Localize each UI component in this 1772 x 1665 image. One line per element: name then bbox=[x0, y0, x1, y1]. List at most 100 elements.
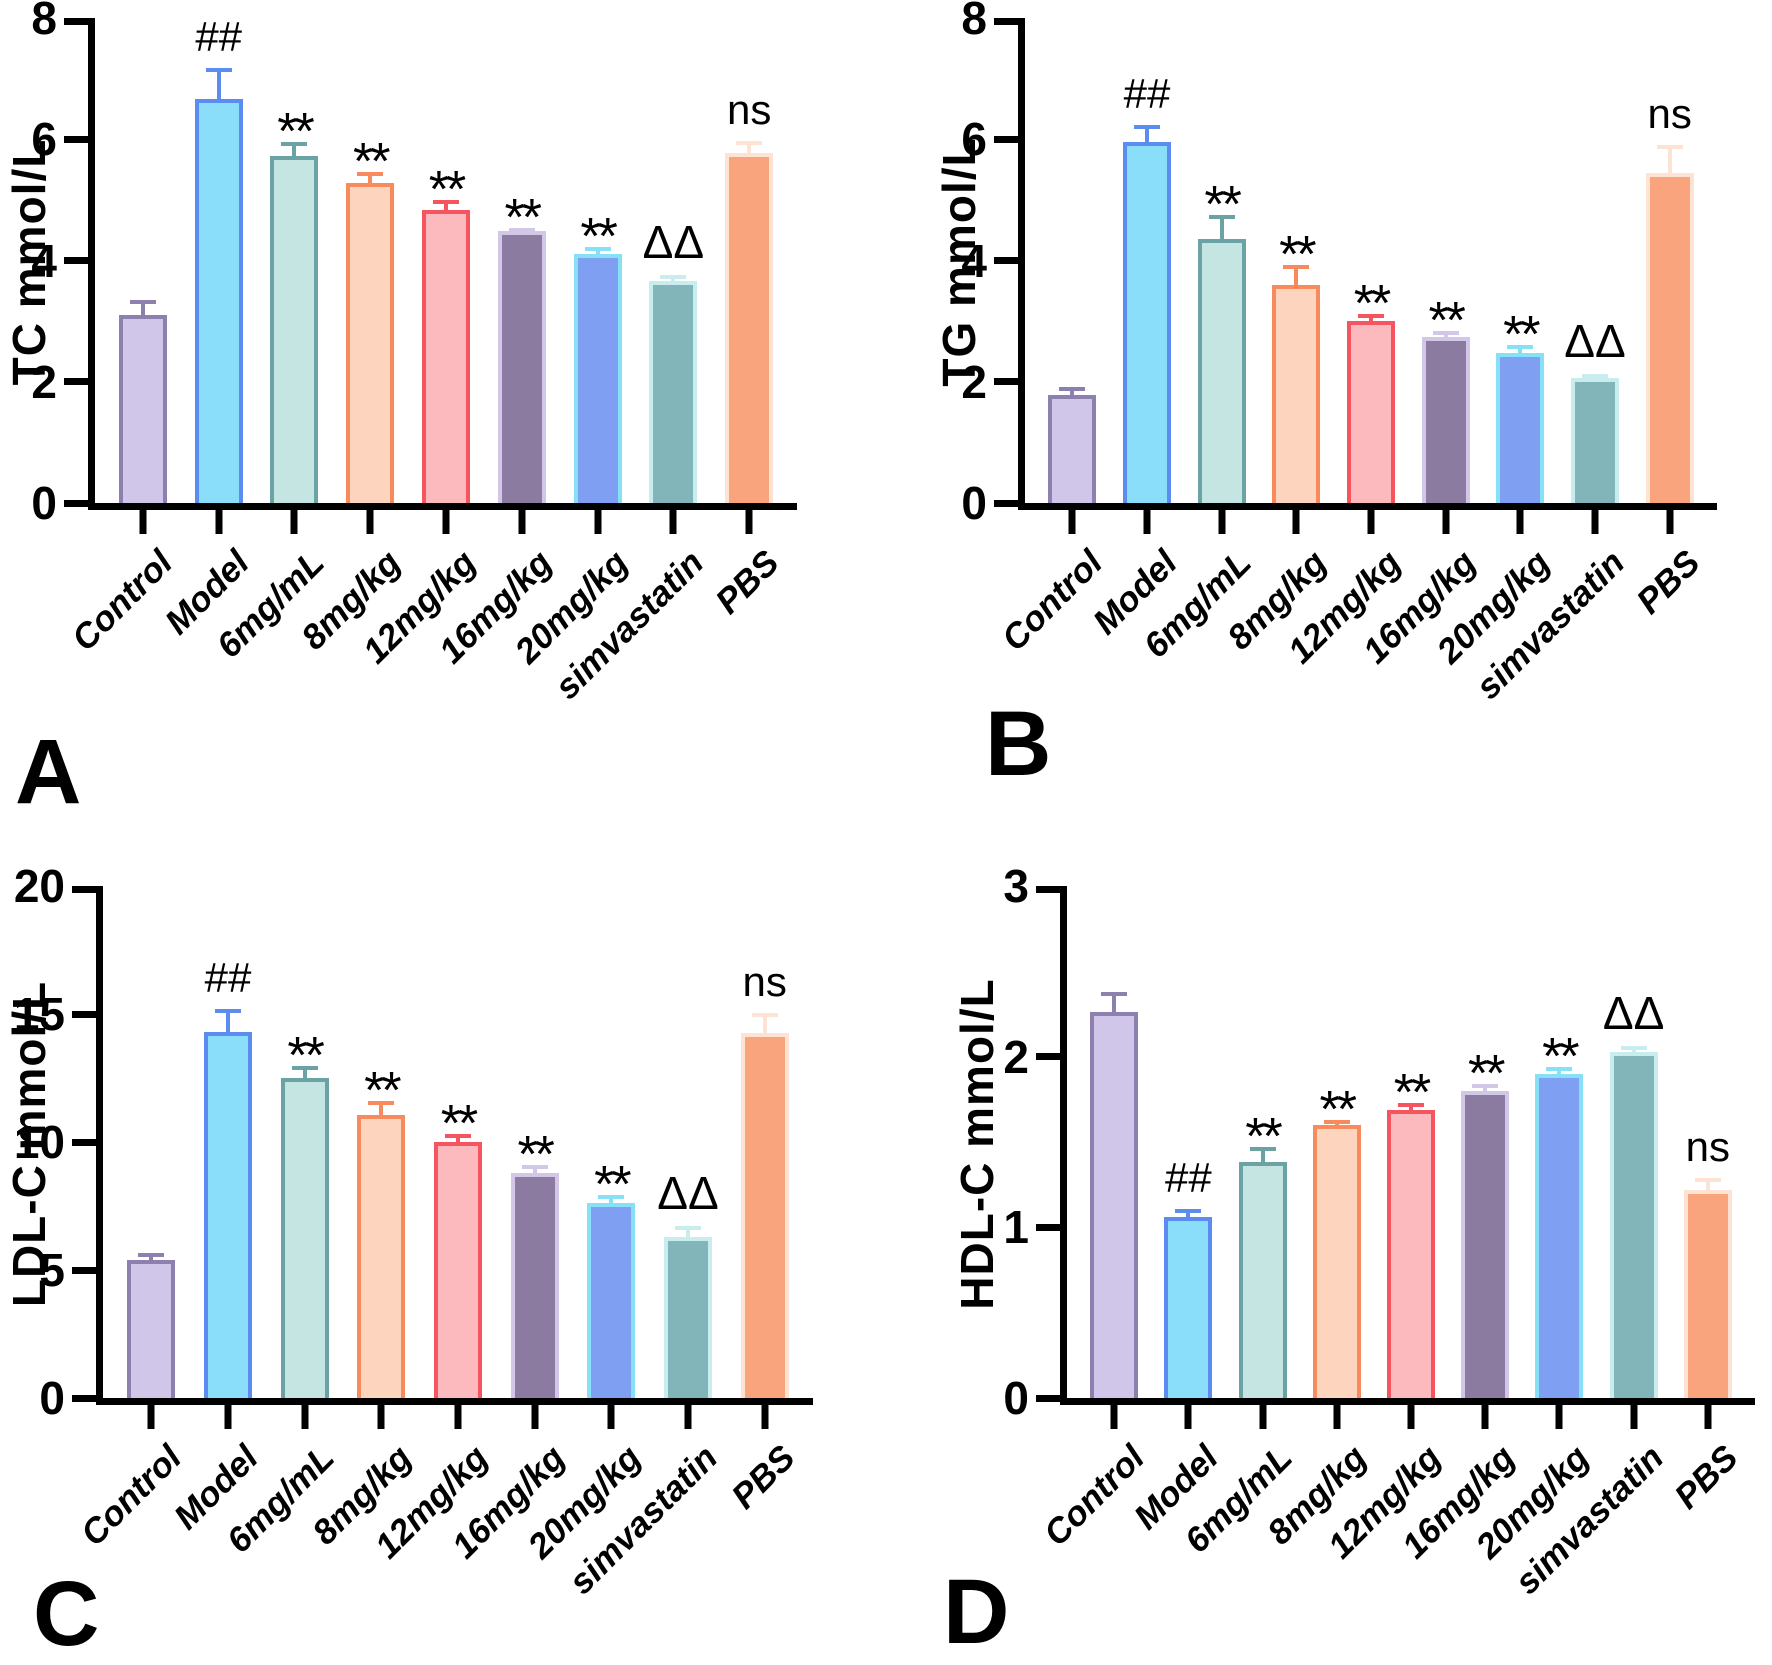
error-bar-line bbox=[1705, 1177, 1710, 1194]
error-bar-line bbox=[1070, 386, 1075, 400]
bar bbox=[573, 253, 622, 503]
y-tick bbox=[994, 257, 1018, 264]
bar bbox=[1496, 353, 1545, 503]
y-tick bbox=[994, 499, 1018, 507]
x-tick bbox=[1143, 510, 1151, 534]
x-tick bbox=[684, 1405, 692, 1429]
error-bar-cap bbox=[1546, 1066, 1573, 1071]
x-tick bbox=[377, 1405, 385, 1429]
bar bbox=[422, 210, 471, 503]
bar bbox=[1272, 284, 1321, 503]
y-tick bbox=[994, 18, 1018, 25]
x-tick bbox=[224, 1405, 232, 1429]
x-tick-label: PBS bbox=[708, 543, 787, 622]
x-tick bbox=[301, 1405, 309, 1429]
x-tick bbox=[290, 510, 298, 534]
bar-group-20mg/kg: ** 20mg/kg bbox=[521, 886, 650, 1566]
significance-annotation: ** bbox=[1353, 274, 1392, 333]
bar bbox=[1683, 1189, 1732, 1398]
panel-letter-b: B bbox=[985, 693, 1052, 795]
y-tick bbox=[64, 378, 88, 386]
panel-a: TC mmol/L 0 2 4 6 8 Control ## Model ** 6mg/mL ** 8… bbox=[0, 0, 886, 828]
error-bar-cap bbox=[736, 141, 763, 146]
bar-group-6mg/mL: ** 6mg/mL bbox=[220, 886, 343, 1560]
x-tick bbox=[518, 510, 526, 534]
error-bar-line bbox=[226, 1008, 230, 1036]
y-tick-label: 5 bbox=[39, 1244, 65, 1296]
error-bar-cap bbox=[1208, 215, 1235, 220]
bar bbox=[194, 98, 243, 503]
bar bbox=[1461, 1090, 1510, 1398]
bar bbox=[127, 1259, 176, 1398]
x-tick bbox=[1259, 1405, 1267, 1429]
error-bar-cap bbox=[1432, 330, 1459, 335]
x-tick bbox=[139, 510, 147, 534]
y-tick-label: 10 bbox=[13, 1116, 65, 1168]
x-tick bbox=[1068, 510, 1076, 534]
error-bar-cap bbox=[138, 1252, 165, 1257]
bar bbox=[204, 1031, 252, 1398]
y-tick-label: 0 bbox=[961, 477, 987, 529]
error-bar-line bbox=[1145, 124, 1149, 146]
x-tick bbox=[669, 510, 677, 534]
x-tick bbox=[745, 510, 753, 534]
error-bar-cap bbox=[675, 1226, 702, 1231]
error-bar-cap bbox=[508, 227, 535, 232]
error-bar-cap bbox=[1175, 1208, 1202, 1213]
bar bbox=[346, 182, 395, 503]
bar-group-PBS: ns PBS bbox=[1629, 18, 1707, 622]
y-tick bbox=[64, 18, 88, 25]
error-bar-cap bbox=[1249, 1147, 1276, 1152]
error-bar-line bbox=[1557, 1066, 1562, 1078]
bar bbox=[118, 315, 167, 503]
significance-annotation: ns bbox=[742, 957, 787, 1005]
x-tick bbox=[1591, 510, 1599, 534]
significance-annotation: ** bbox=[1467, 1044, 1506, 1103]
x-tick bbox=[1630, 1405, 1638, 1429]
x-tick-label: Control bbox=[1036, 1438, 1152, 1554]
y-tick bbox=[1036, 886, 1060, 893]
y-tick-label: 4 bbox=[961, 234, 987, 287]
error-bar-line bbox=[1518, 345, 1523, 358]
error-bar-cap bbox=[1507, 345, 1534, 350]
bar bbox=[587, 1203, 636, 1398]
significance-annotation: ## bbox=[1164, 1153, 1212, 1201]
error-bar-line bbox=[368, 172, 373, 187]
significance-annotation: ** bbox=[277, 103, 315, 162]
bar-group-Model: ## Model bbox=[1127, 886, 1226, 1537]
error-bar-cap bbox=[598, 1195, 625, 1199]
error-bar-line bbox=[762, 1012, 767, 1038]
error-bar-cap bbox=[1059, 386, 1086, 391]
significance-annotation: ** bbox=[1319, 1080, 1358, 1139]
bar bbox=[1535, 1073, 1584, 1398]
bar-group-Model: ## Model bbox=[167, 886, 267, 1537]
bar-group-Control: Control bbox=[1036, 886, 1152, 1554]
error-bar-line bbox=[1186, 1208, 1191, 1222]
error-bar-line bbox=[456, 1134, 461, 1146]
bar-group-8mg/kg: ** 8mg/kg bbox=[294, 18, 408, 657]
significance-annotation: ΔΔ bbox=[642, 216, 705, 269]
y-tick bbox=[994, 378, 1018, 386]
error-bar-line bbox=[216, 68, 221, 103]
bar bbox=[1197, 239, 1246, 503]
y-tick bbox=[72, 1394, 96, 1402]
significance-annotation: ** bbox=[517, 1126, 555, 1185]
bar-group-16mg/kg: ** 16mg/kg bbox=[1395, 886, 1523, 1566]
significance-annotation: ns bbox=[1647, 90, 1692, 138]
bar bbox=[1048, 395, 1097, 503]
error-bar-cap bbox=[1472, 1083, 1499, 1088]
significance-annotation: ** bbox=[1393, 1063, 1432, 1122]
plot-area-b: 0 2 4 6 8 Control ## Model ** 6mg/mL ** 8mg/kg ** 12m… bbox=[961, 0, 1717, 707]
error-bar-line bbox=[609, 1195, 614, 1208]
bar bbox=[1312, 1124, 1361, 1398]
x-tick bbox=[1442, 510, 1450, 534]
error-bar-cap bbox=[584, 246, 611, 251]
bar-group-8mg/kg: ** 8mg/kg bbox=[1260, 886, 1374, 1552]
bar-group-8mg/kg: ** 8mg/kg bbox=[305, 886, 420, 1552]
error-bar-line bbox=[532, 1165, 537, 1177]
y-tick bbox=[72, 1266, 96, 1274]
y-tick-label: 0 bbox=[39, 1372, 65, 1424]
error-bar-line bbox=[747, 141, 752, 158]
bar bbox=[510, 1172, 559, 1398]
